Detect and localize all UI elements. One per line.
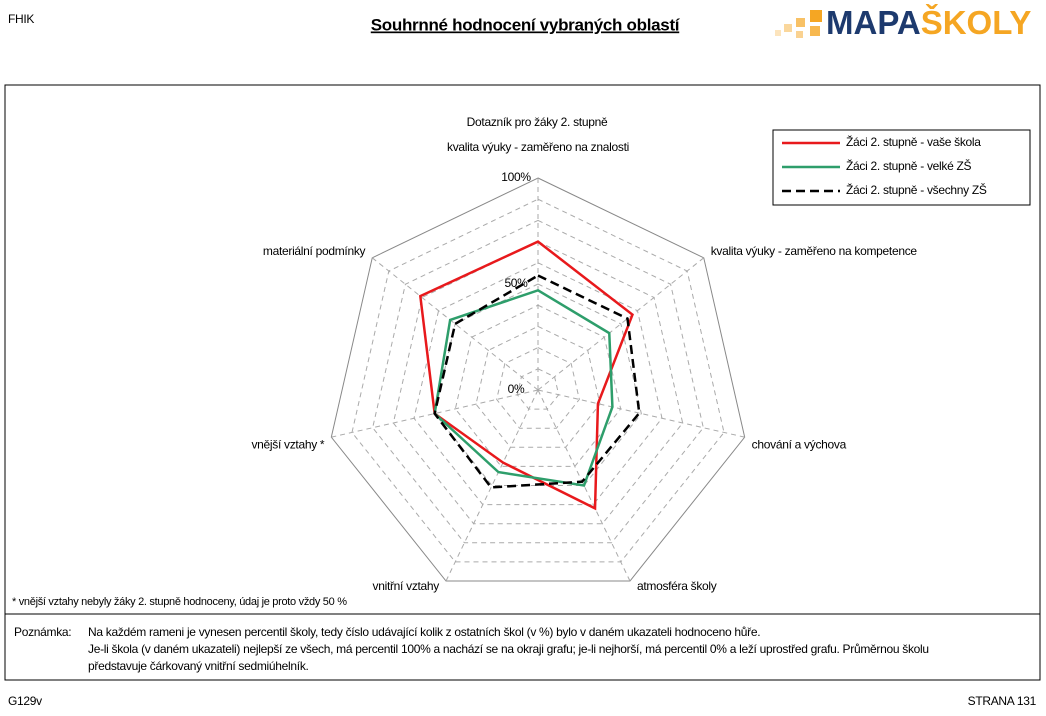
grid-ring: [516, 368, 560, 410]
footer-left: G129v: [8, 694, 42, 708]
note-line: představuje čárkovaný vnitřní sedmiúheln…: [88, 659, 309, 673]
r-tick-label: 0%: [508, 382, 525, 396]
grid-ring: [454, 304, 622, 467]
series-line: [418, 240, 634, 511]
category-label: kvalita výuky - zaměřeno na znalosti: [447, 140, 629, 154]
category-label: kvalita výuky - zaměřeno na kompetence: [711, 244, 918, 258]
legend-label: Žáci 2. stupně - všechny ZŠ: [846, 182, 987, 197]
note-line: Je-li škola (v daném ukazateli) nejlepší…: [88, 642, 929, 656]
grid-ring: [413, 262, 663, 506]
frame: [4, 84, 1041, 681]
footer-right: STRANA 131: [968, 694, 1037, 708]
grid-ring: [330, 177, 746, 582]
note-line: Na každém rameni je vynesen percentil šk…: [88, 625, 760, 639]
category-label: vnější vztahy *: [251, 437, 324, 451]
legend-label: Žáci 2. stupně - vaše škola: [846, 134, 981, 149]
report-code: FHIK: [8, 12, 34, 26]
category-label: materiální podmínky: [263, 244, 366, 258]
note-label: Poznámka:: [14, 625, 71, 639]
logo-squares: [775, 10, 822, 38]
footnote: * vnější vztahy nebyly žáky 2. stupně ho…: [12, 596, 347, 608]
logo-part: ŠKOLY: [921, 3, 1032, 41]
grid-ring: [392, 241, 684, 525]
page-title: Souhrnné hodnocení vybraných oblastí: [371, 15, 681, 34]
series-line: [433, 274, 641, 489]
category-label: atmosféra školy: [637, 579, 717, 593]
r-tick-label: 50%: [504, 276, 528, 290]
grid-ring: [372, 219, 704, 544]
series-line: [433, 288, 614, 487]
chart-title: Dotazník pro žáky 2. stupně: [467, 115, 608, 129]
grid-ring: [475, 325, 601, 448]
legend-label: Žáci 2. stupně - velké ZŠ: [846, 158, 972, 173]
grid-ring: [496, 347, 580, 429]
logo: MAPAŠKOLY: [826, 3, 1031, 41]
category-label: vnitřní vztahy: [373, 579, 440, 593]
grid-ring: [351, 198, 725, 563]
r-tick-label: 100%: [501, 170, 531, 184]
category-label: chování a výchova: [752, 437, 847, 451]
logo-part: MAPA: [826, 4, 921, 41]
